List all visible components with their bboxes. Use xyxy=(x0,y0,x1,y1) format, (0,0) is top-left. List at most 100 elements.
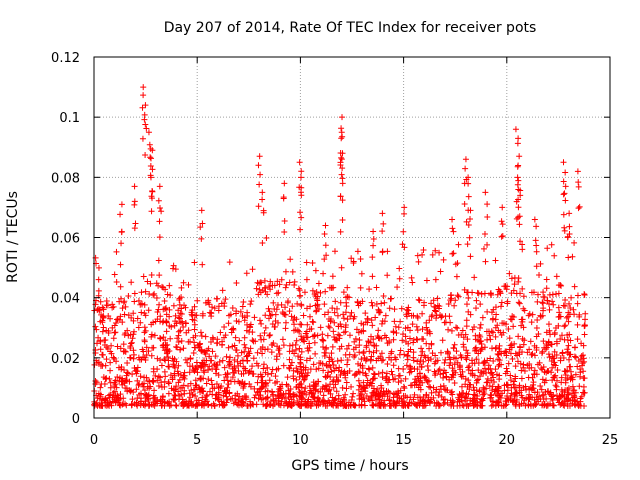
data-point xyxy=(108,342,115,349)
data-point xyxy=(281,228,288,235)
data-point xyxy=(426,345,433,352)
data-point xyxy=(402,333,409,340)
data-point xyxy=(448,389,455,396)
data-point xyxy=(394,284,401,291)
data-point xyxy=(145,348,152,355)
data-point xyxy=(520,361,527,368)
data-point xyxy=(104,302,111,309)
data-point xyxy=(405,310,412,317)
data-point xyxy=(565,318,572,325)
data-point xyxy=(445,300,452,307)
data-point xyxy=(281,218,288,225)
data-point xyxy=(419,310,426,317)
data-point xyxy=(298,395,305,402)
data-point xyxy=(356,369,363,376)
data-point xyxy=(257,332,264,339)
data-point xyxy=(230,325,237,332)
data-point xyxy=(338,125,345,132)
data-point xyxy=(533,333,540,340)
data-point xyxy=(533,263,540,270)
data-point xyxy=(400,383,407,390)
data-point xyxy=(158,362,165,369)
data-point xyxy=(306,340,313,347)
data-point xyxy=(477,325,483,332)
data-point xyxy=(285,402,292,409)
data-point xyxy=(424,378,431,385)
data-point xyxy=(305,347,312,354)
data-point xyxy=(282,311,289,318)
data-point xyxy=(576,383,583,390)
data-point xyxy=(320,367,327,374)
data-point xyxy=(442,356,449,363)
data-point xyxy=(562,197,569,204)
data-point xyxy=(511,391,518,398)
data-point xyxy=(175,388,182,395)
data-point xyxy=(348,383,355,390)
data-point xyxy=(127,388,134,395)
data-point xyxy=(512,373,519,380)
data-point xyxy=(550,402,557,409)
data-point xyxy=(368,353,375,360)
data-point xyxy=(291,350,298,357)
data-point xyxy=(126,378,133,385)
data-point xyxy=(157,357,164,364)
data-point xyxy=(175,307,182,314)
data-point xyxy=(484,375,491,382)
data-point xyxy=(432,352,439,359)
data-point xyxy=(135,354,142,361)
data-point xyxy=(192,332,199,339)
data-point xyxy=(391,354,398,361)
data-point xyxy=(199,394,206,401)
data-point xyxy=(147,174,154,181)
data-point xyxy=(439,337,446,344)
data-point xyxy=(211,402,218,409)
data-point xyxy=(240,363,247,370)
data-point xyxy=(187,355,194,362)
data-point xyxy=(384,379,391,386)
data-point xyxy=(212,395,219,402)
data-point xyxy=(369,254,376,261)
data-point xyxy=(405,307,412,314)
data-point xyxy=(185,338,192,345)
data-point xyxy=(170,397,177,404)
data-point xyxy=(257,171,264,178)
data-point xyxy=(497,288,504,295)
data-point xyxy=(420,302,427,309)
data-point xyxy=(278,276,285,283)
data-point xyxy=(312,350,319,357)
data-point xyxy=(166,402,173,409)
data-point xyxy=(163,347,170,354)
data-point xyxy=(145,396,152,403)
data-point xyxy=(529,350,536,357)
data-point xyxy=(200,400,207,407)
data-point xyxy=(346,368,353,375)
data-point xyxy=(323,344,330,351)
data-point xyxy=(567,304,574,311)
data-point xyxy=(492,333,499,340)
data-point xyxy=(581,389,588,396)
data-point xyxy=(263,235,270,242)
data-point xyxy=(577,366,584,373)
data-point xyxy=(345,342,352,349)
data-point xyxy=(320,392,327,399)
data-point xyxy=(472,305,479,312)
data-point xyxy=(497,395,504,402)
data-point xyxy=(562,296,569,303)
data-point xyxy=(159,283,166,290)
data-point xyxy=(342,321,349,328)
data-point xyxy=(549,397,556,404)
data-point xyxy=(264,394,271,401)
data-point xyxy=(268,388,275,395)
data-point xyxy=(165,363,172,370)
data-point xyxy=(339,216,346,223)
data-point xyxy=(329,273,336,280)
data-point xyxy=(518,375,525,382)
data-point xyxy=(331,248,338,255)
data-point xyxy=(380,292,387,299)
data-point xyxy=(121,366,128,373)
data-point xyxy=(170,396,177,403)
data-point xyxy=(470,384,477,391)
data-point xyxy=(449,365,456,372)
data-point xyxy=(238,370,245,377)
data-point xyxy=(507,377,514,384)
